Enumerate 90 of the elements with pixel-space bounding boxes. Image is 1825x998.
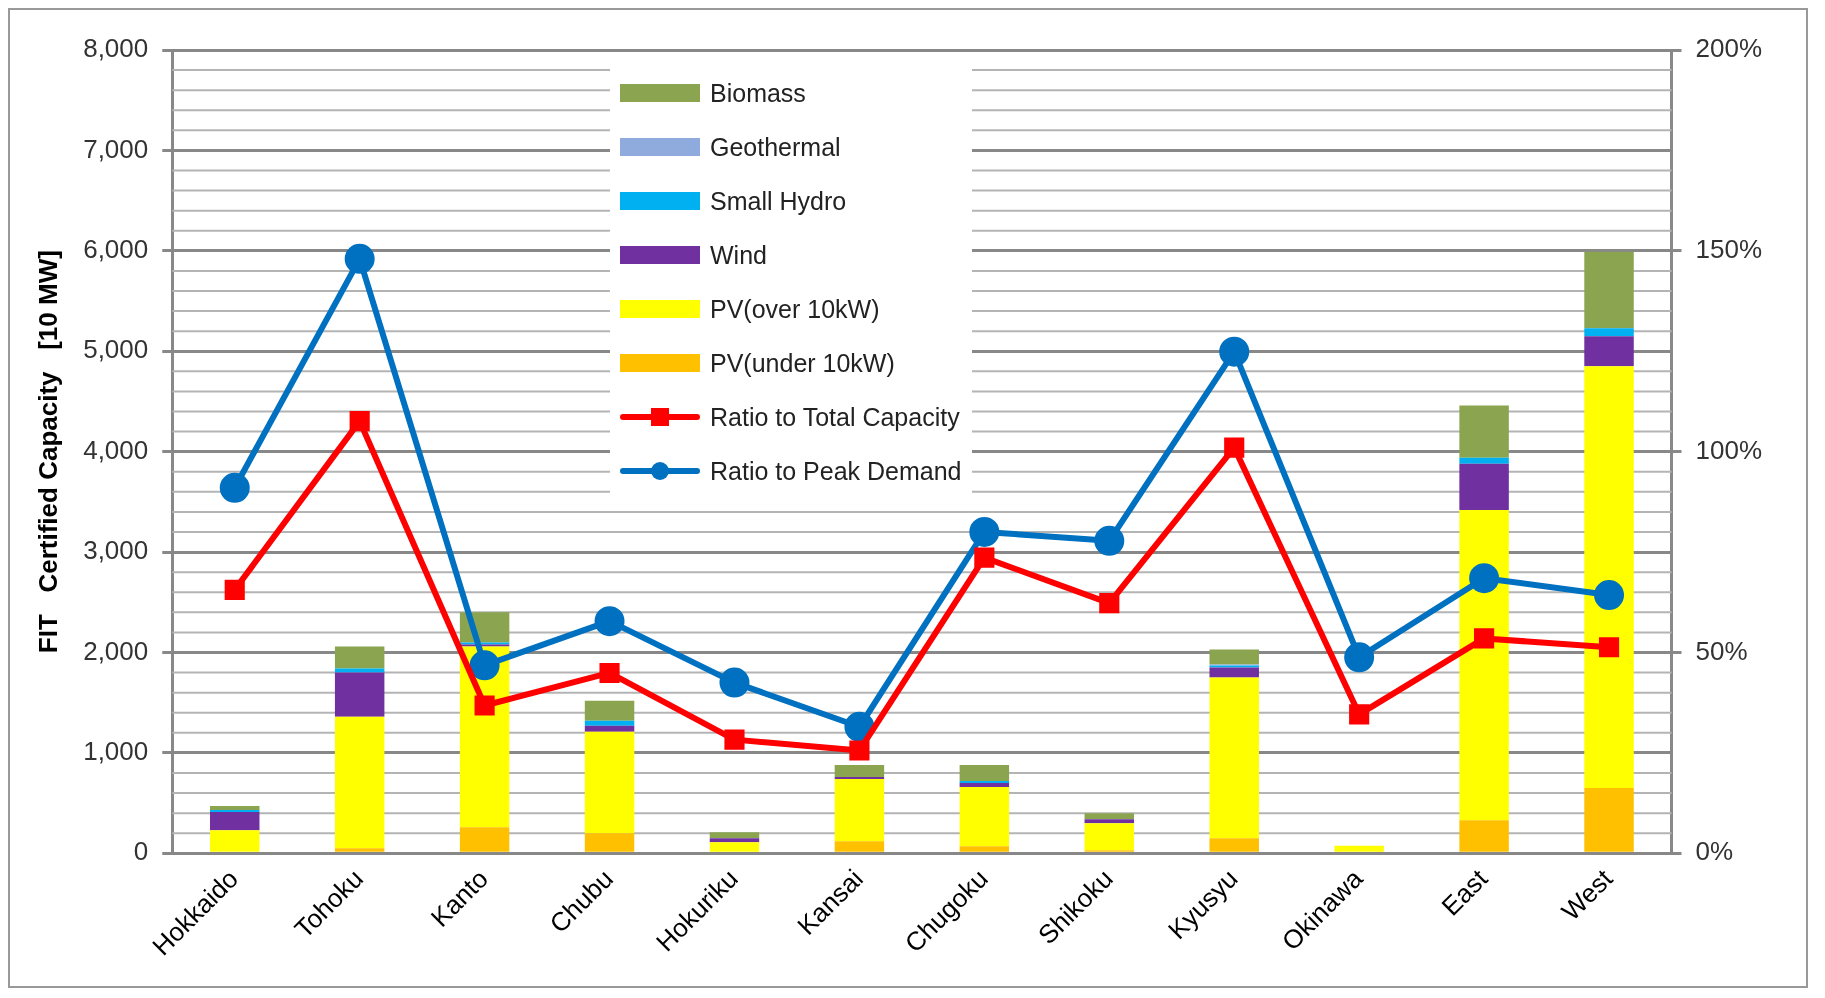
y-tick-label: 8,000 xyxy=(83,33,149,64)
bar xyxy=(584,720,635,726)
bar xyxy=(209,806,260,811)
bar xyxy=(1459,405,1509,458)
legend-label: Ratio to Total Capacity xyxy=(710,402,960,432)
bar xyxy=(459,827,510,852)
legend-label: PV(over 10kW) xyxy=(710,294,880,324)
bar xyxy=(209,810,260,813)
bar xyxy=(1584,366,1634,789)
point xyxy=(474,695,495,716)
bar xyxy=(834,778,885,842)
bar xyxy=(334,646,385,669)
y-tick-label: 4,000 xyxy=(83,434,149,465)
point xyxy=(1474,628,1495,649)
bar xyxy=(584,833,635,852)
bar xyxy=(584,700,635,721)
y-tick-label: 0 xyxy=(133,836,149,867)
point xyxy=(469,650,500,681)
bar xyxy=(1459,457,1509,464)
bar xyxy=(834,764,885,777)
legend-label: Ratio to Peak Demand xyxy=(710,456,962,486)
point xyxy=(224,579,245,600)
legend-label: Biomass xyxy=(710,78,806,108)
point xyxy=(349,411,370,432)
bar xyxy=(1584,788,1634,852)
legend-label: Wind xyxy=(710,240,767,270)
y-tick-label: 3,000 xyxy=(83,535,149,566)
point xyxy=(1344,642,1375,673)
legend-label: Small Hydro xyxy=(710,186,847,216)
y-tick-label: 7,000 xyxy=(83,133,149,164)
point xyxy=(719,667,750,698)
bar xyxy=(334,716,385,849)
y-tick-label: 2,000 xyxy=(83,635,149,666)
bar xyxy=(1459,463,1509,510)
bar xyxy=(1334,845,1384,852)
y-tick-label: 5,000 xyxy=(83,334,149,365)
bar xyxy=(1209,677,1259,839)
bar xyxy=(1084,823,1135,851)
point xyxy=(1349,704,1370,725)
bar xyxy=(834,776,885,779)
y-tick-label: 6,000 xyxy=(83,234,149,264)
point xyxy=(219,472,250,503)
bar xyxy=(959,764,1010,781)
y2-tick-label: 0% xyxy=(1695,836,1734,867)
point xyxy=(849,740,870,761)
point xyxy=(1219,336,1250,367)
bar xyxy=(1459,820,1509,852)
point xyxy=(1099,593,1120,614)
bar xyxy=(959,783,1010,788)
bar xyxy=(1209,649,1259,665)
point xyxy=(724,729,745,750)
y2-tick-label: 50% xyxy=(1695,635,1748,666)
bar xyxy=(209,812,260,831)
y2-tick-label: 100% xyxy=(1695,434,1762,465)
bar xyxy=(334,848,385,852)
bar xyxy=(334,672,385,717)
bar xyxy=(584,731,635,834)
bar xyxy=(1084,819,1135,824)
point xyxy=(974,547,995,568)
bar xyxy=(709,838,760,843)
legend-label: PV(under 10kW) xyxy=(710,348,895,378)
bar xyxy=(334,668,385,673)
point xyxy=(1598,637,1620,658)
point xyxy=(844,711,875,742)
legend-label: Geothermal xyxy=(710,132,841,162)
bar xyxy=(959,846,1010,852)
bar xyxy=(1209,667,1259,678)
bar xyxy=(1584,251,1634,329)
point xyxy=(1469,563,1500,594)
point xyxy=(969,516,1000,547)
point xyxy=(594,606,625,637)
bar xyxy=(1584,328,1634,337)
point xyxy=(344,243,375,274)
bar xyxy=(1084,813,1135,820)
bar xyxy=(209,830,260,852)
bar xyxy=(709,842,760,852)
bar xyxy=(1584,336,1634,367)
bar xyxy=(584,725,635,732)
point xyxy=(599,662,620,684)
bar xyxy=(1209,838,1259,852)
point xyxy=(1094,525,1125,556)
point xyxy=(1224,437,1245,458)
y2-tick-label: 150% xyxy=(1695,234,1762,264)
bar xyxy=(834,841,885,852)
bar xyxy=(709,832,760,839)
y-axis-title: FIT Certified Capacity [10 MW] xyxy=(32,250,63,654)
y-tick-label: 1,000 xyxy=(83,736,149,767)
y2-tick-label: 200% xyxy=(1695,33,1762,64)
point xyxy=(1594,580,1625,611)
bar xyxy=(959,787,1010,847)
